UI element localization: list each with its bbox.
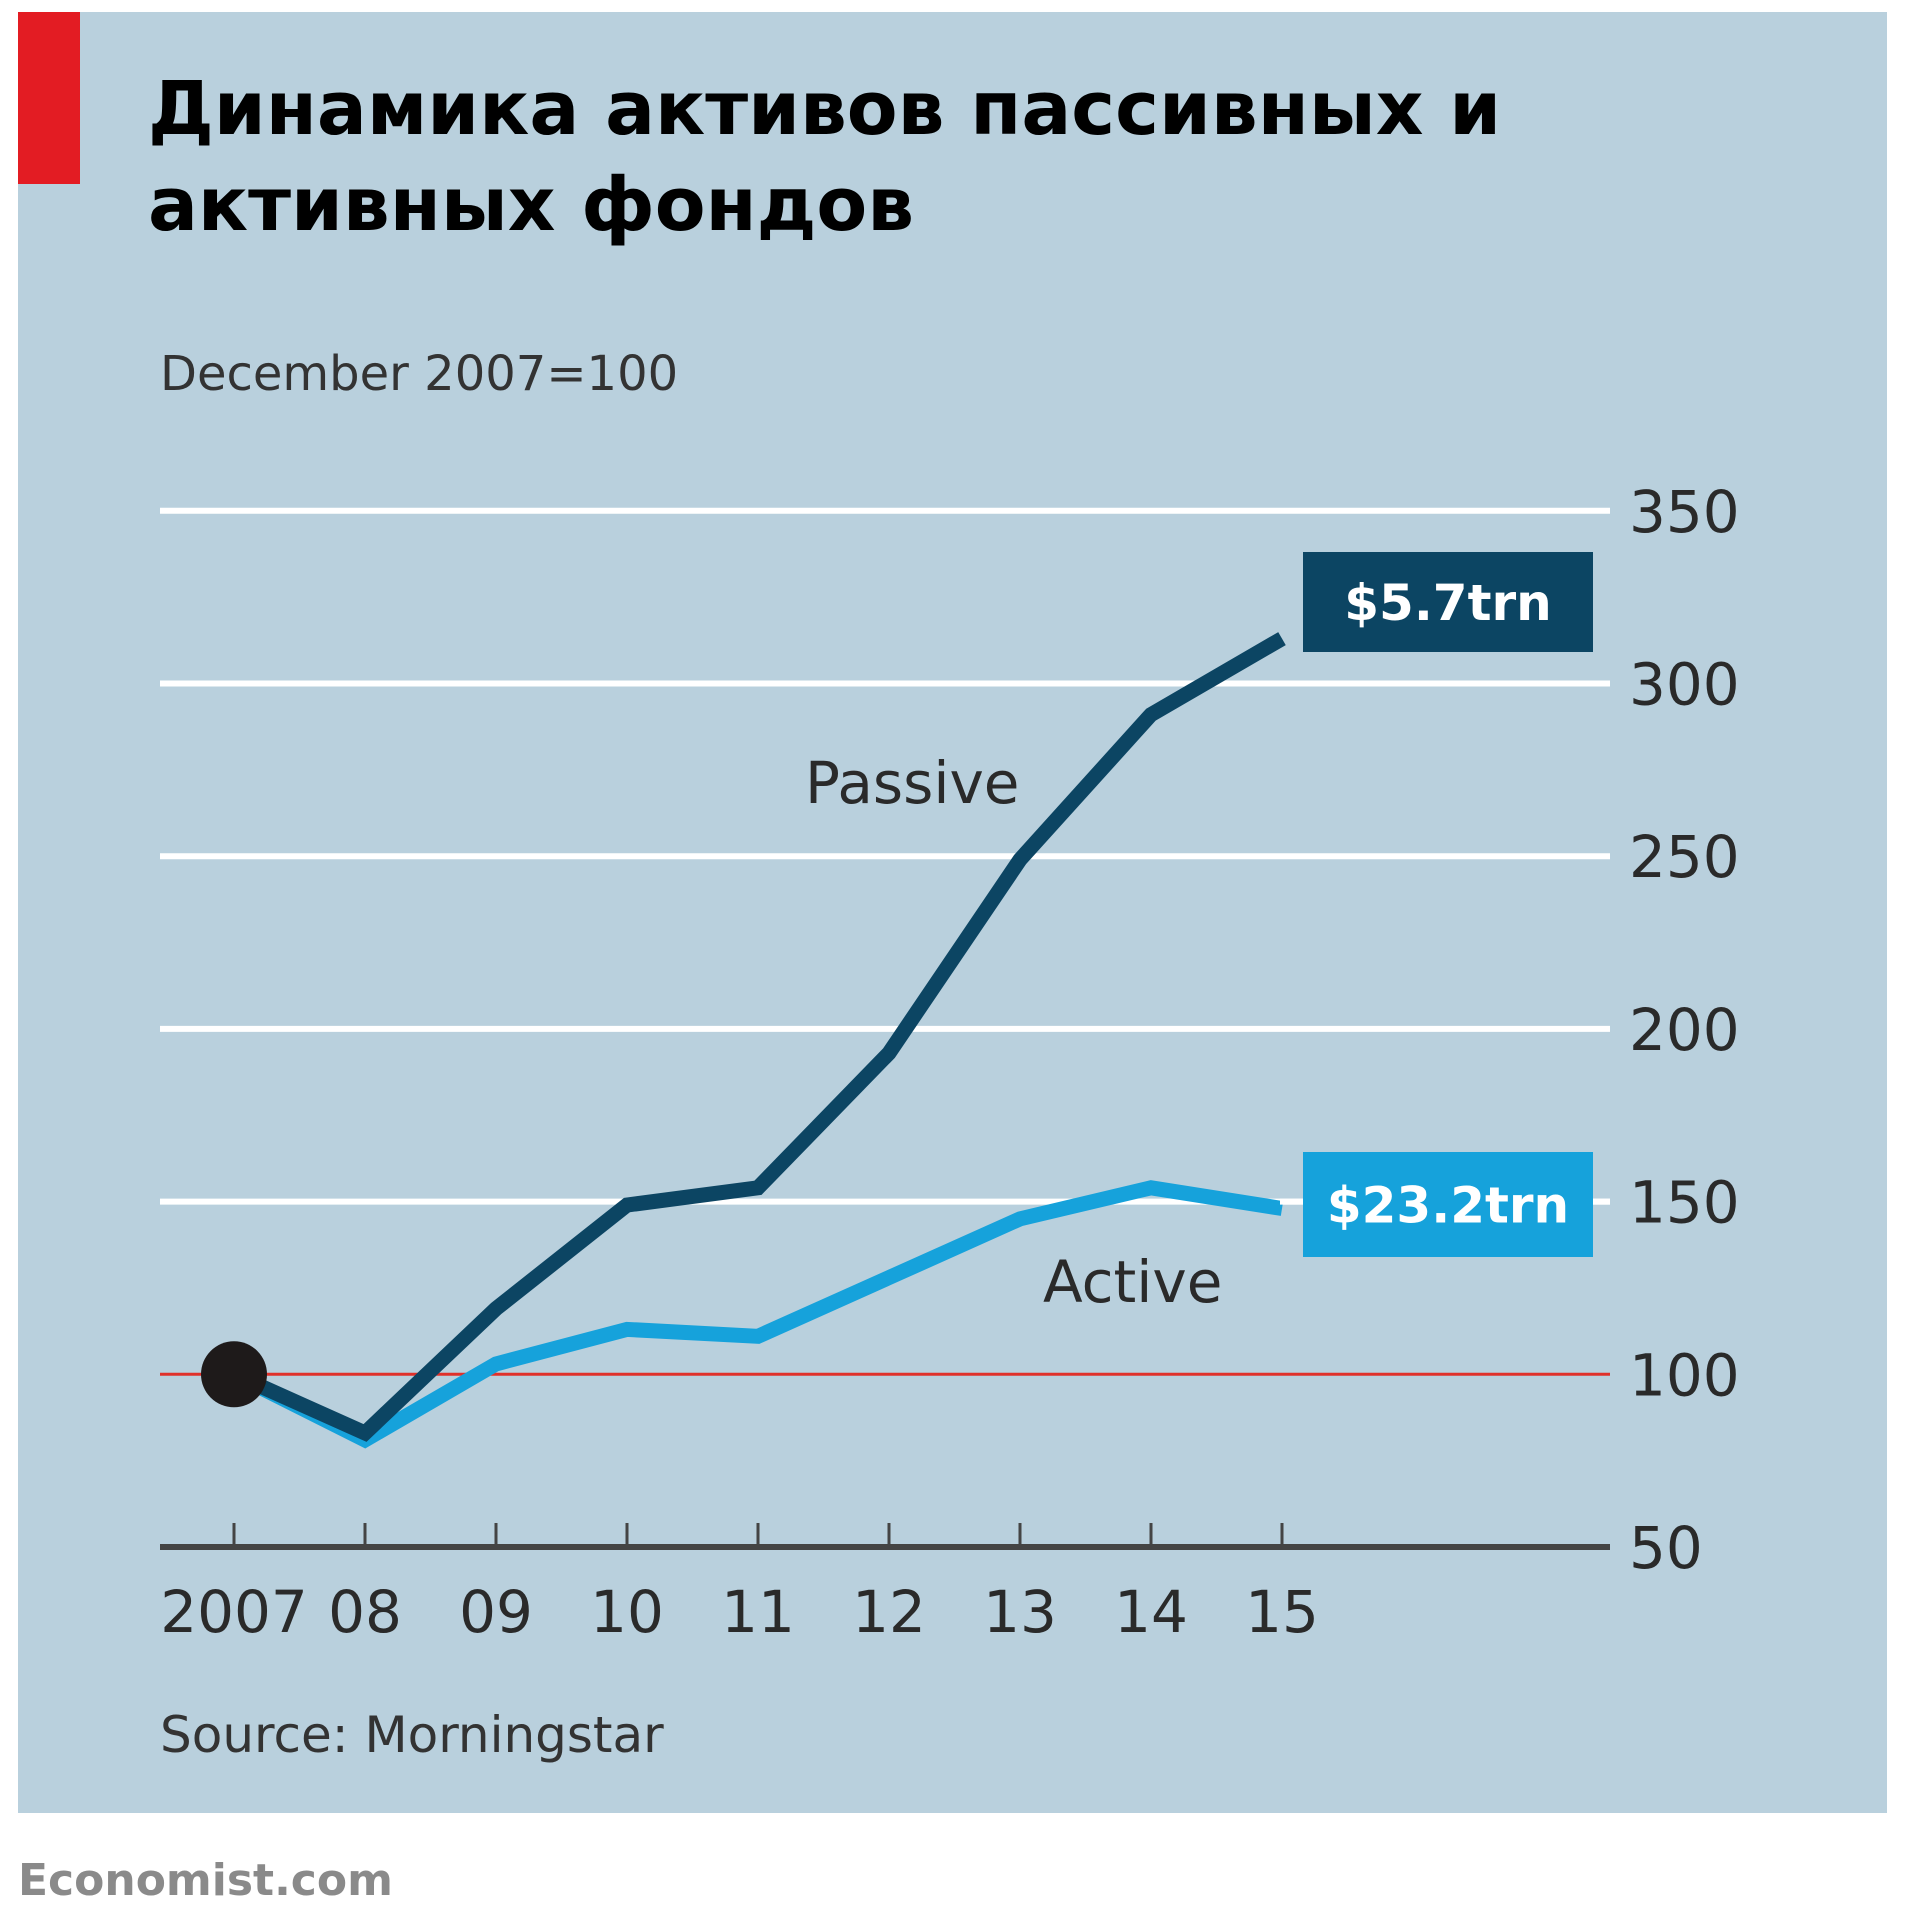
x-tick-label: 09 (459, 1578, 533, 1646)
brand-credit: Economist.com (18, 1855, 393, 1906)
start-point-marker (201, 1341, 267, 1408)
x-tick-label: 11 (721, 1578, 795, 1646)
end-value-label: $23.2trn (1327, 1177, 1569, 1235)
x-tick-label: 13 (983, 1578, 1057, 1646)
x-tick-label: 15 (1245, 1578, 1319, 1646)
x-tick-label: 12 (852, 1578, 926, 1646)
y-tick-label: 50 (1629, 1514, 1703, 1582)
series-label-active: Active (1043, 1248, 1222, 1316)
end-value-label: $5.7trn (1344, 574, 1552, 632)
x-tick-label: 14 (1114, 1578, 1188, 1646)
title-line-2: активных фондов (148, 162, 914, 248)
y-tick-label: 300 (1629, 651, 1740, 719)
end-value-box-active (1303, 1152, 1593, 1257)
x-tick-label: 08 (328, 1578, 402, 1646)
x-tick-label: 10 (590, 1578, 664, 1646)
y-tick-label: 200 (1629, 996, 1740, 1064)
chart-panel (18, 12, 1887, 1813)
y-tick-label: 250 (1629, 823, 1740, 891)
chart-subtitle: December 2007=100 (160, 346, 678, 402)
accent-bar (18, 12, 80, 184)
y-tick-label: 100 (1629, 1341, 1740, 1409)
title-line-1: Динамика активов пассивных и (148, 66, 1501, 152)
source-note: Source: Morningstar (160, 1706, 664, 1764)
y-tick-label: 350 (1629, 478, 1740, 546)
series-label-passive: Passive (805, 749, 1019, 817)
y-tick-label: 150 (1629, 1169, 1740, 1237)
end-value-box-passive (1303, 552, 1593, 652)
x-tick-label: 2007 (160, 1578, 308, 1646)
